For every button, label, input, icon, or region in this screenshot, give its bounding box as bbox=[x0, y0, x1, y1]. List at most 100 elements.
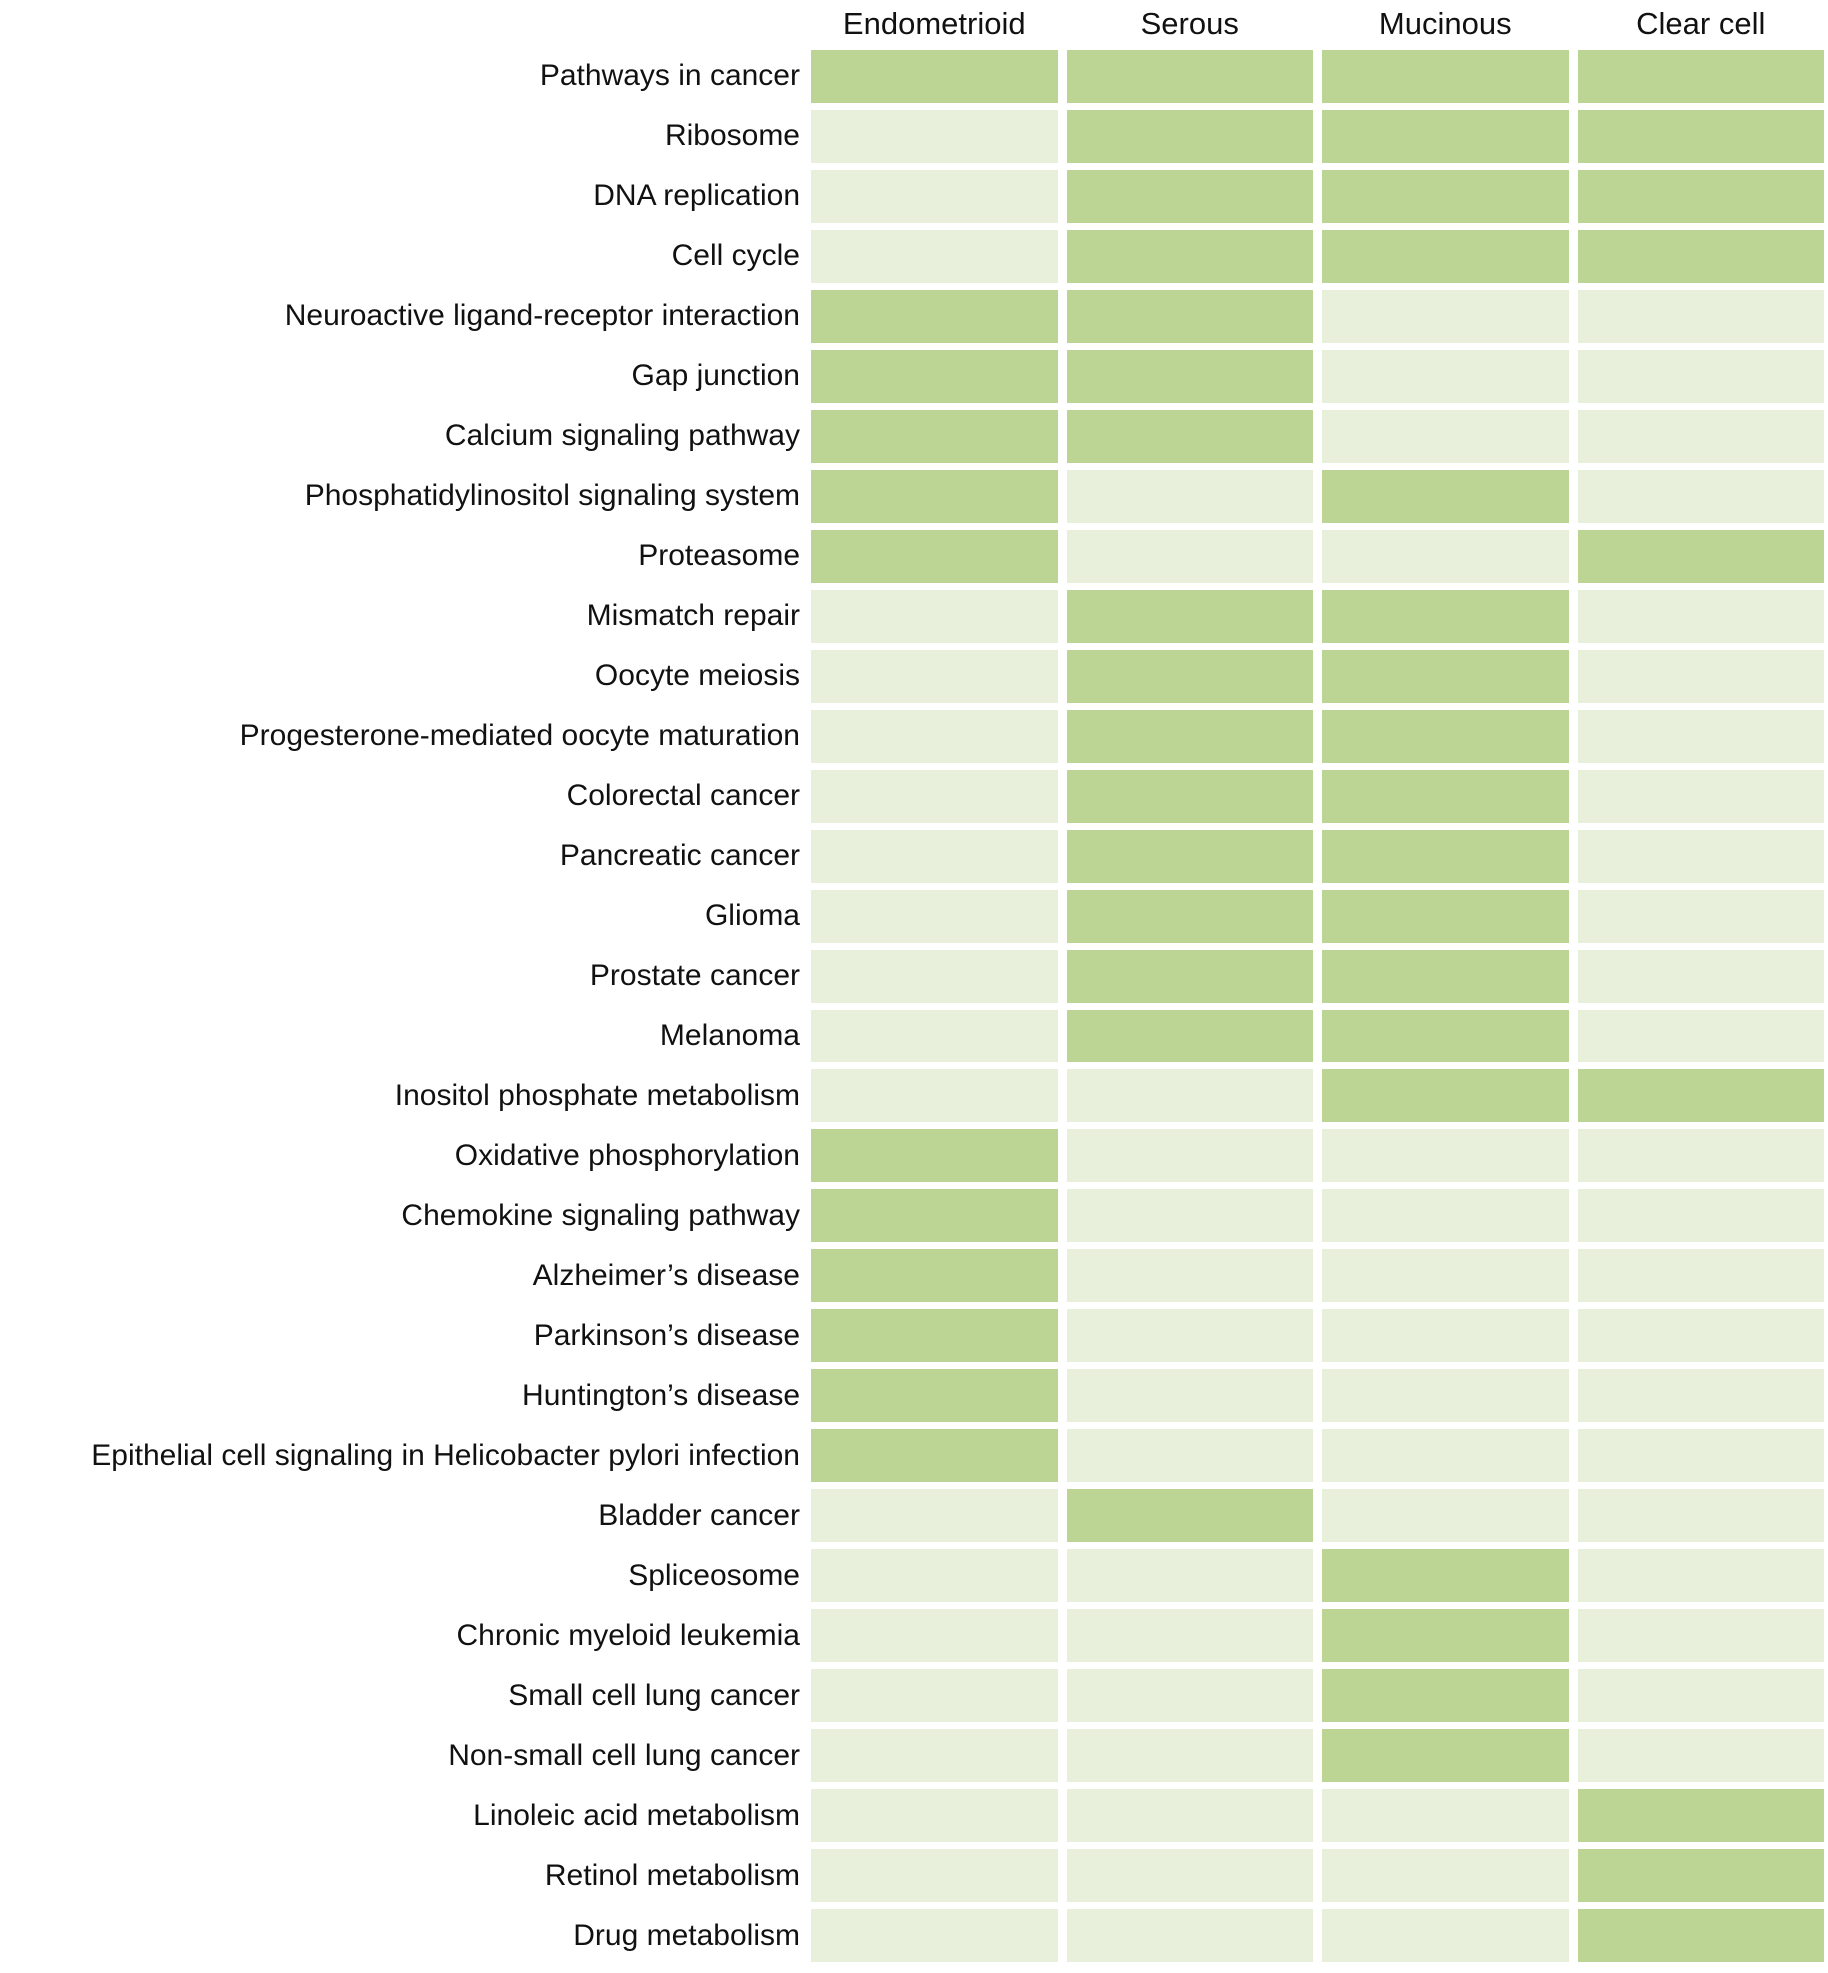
heatmap-cell bbox=[1322, 169, 1569, 223]
row-label: Chronic myeloid leukemia bbox=[456, 1618, 800, 1652]
row-labels: Pathways in cancer Ribosome DNA replicatio… bbox=[0, 50, 800, 1962]
heatmap-cell bbox=[1066, 589, 1313, 643]
heatmap-cell bbox=[1066, 1549, 1313, 1603]
column-header: Serous bbox=[1140, 5, 1239, 41]
heatmap-cell bbox=[1066, 1909, 1313, 1962]
row-label: Glioma bbox=[704, 899, 800, 933]
row-label: Non-small cell lung cancer bbox=[448, 1738, 800, 1772]
heatmap-cell bbox=[1066, 1009, 1313, 1063]
heatmap-cell bbox=[1577, 1129, 1824, 1183]
heatmap-cell bbox=[1066, 349, 1313, 403]
heatmap-cell bbox=[1322, 709, 1569, 763]
heatmap-cell bbox=[1066, 1189, 1313, 1243]
heatmap-cell bbox=[1066, 1129, 1313, 1183]
heatmap-cell bbox=[1577, 589, 1824, 643]
heatmap-cell bbox=[1066, 109, 1313, 163]
heatmap-cell bbox=[1066, 1849, 1313, 1903]
heatmap-cell bbox=[1577, 1369, 1824, 1423]
heatmap-cell bbox=[1066, 889, 1313, 943]
heatmap-cell bbox=[1066, 1729, 1313, 1783]
heatmap-cell bbox=[811, 1789, 1058, 1843]
heatmap-cell bbox=[1322, 1789, 1569, 1843]
heatmap-cell bbox=[1066, 409, 1313, 463]
row-label: Ribosome bbox=[664, 119, 800, 153]
heatmap-cell bbox=[811, 1609, 1058, 1663]
row-label: Pancreatic cancer bbox=[559, 839, 800, 873]
heatmap-cell bbox=[1322, 109, 1569, 163]
heatmap-cell bbox=[811, 1189, 1058, 1243]
column-header: Clear cell bbox=[1636, 5, 1766, 41]
heatmap-cell bbox=[811, 1009, 1058, 1063]
row-label: Melanoma bbox=[659, 1018, 800, 1052]
heatmap-cell bbox=[1066, 649, 1313, 703]
row-label: Oocyte meiosis bbox=[594, 659, 800, 693]
heatmap-cell bbox=[1322, 529, 1569, 583]
heatmap-cell bbox=[1066, 229, 1313, 283]
heatmap-cell bbox=[1066, 1669, 1313, 1723]
heatmap-cell bbox=[811, 529, 1058, 583]
heatmap-cell bbox=[1322, 50, 1569, 103]
heatmap-cell bbox=[811, 469, 1058, 523]
heatmap-cell bbox=[811, 1249, 1058, 1303]
heatmap-cell bbox=[811, 1669, 1058, 1723]
row-label: Parkinson’s disease bbox=[533, 1318, 800, 1352]
heatmap-cell bbox=[1322, 829, 1569, 883]
heatmap-cell bbox=[1577, 349, 1824, 403]
heatmap-cell bbox=[811, 829, 1058, 883]
heatmap-cell bbox=[1066, 1249, 1313, 1303]
heatmap-cell bbox=[1322, 1069, 1569, 1123]
heatmap-cell bbox=[1322, 1729, 1569, 1783]
row-label: Colorectal cancer bbox=[566, 779, 800, 813]
heatmap-cell bbox=[1066, 1429, 1313, 1483]
heatmap-cell bbox=[1577, 1849, 1824, 1903]
heatmap-cell bbox=[811, 289, 1058, 343]
row-label: Neuroactive ligand-receptor interaction bbox=[284, 299, 800, 333]
row-label: Pathways in cancer bbox=[539, 59, 800, 93]
heatmap-cell bbox=[811, 1849, 1058, 1903]
heatmap-cell bbox=[1066, 1309, 1313, 1363]
column-header: Mucinous bbox=[1378, 5, 1512, 41]
heatmap-grid bbox=[811, 50, 1824, 1962]
heatmap-cell bbox=[1577, 1609, 1824, 1663]
heatmap-cell bbox=[811, 769, 1058, 823]
heatmap-cell bbox=[1577, 1489, 1824, 1543]
heatmap-cell bbox=[1577, 709, 1824, 763]
heatmap-cell bbox=[1066, 1369, 1313, 1423]
heatmap-cell bbox=[1577, 889, 1824, 943]
heatmap-cell bbox=[1577, 829, 1824, 883]
heatmap-cell bbox=[1066, 289, 1313, 343]
row-label: Epithelial cell signaling in Helicobacte… bbox=[91, 1438, 800, 1472]
heatmap-cell bbox=[1322, 229, 1569, 283]
heatmap-cell bbox=[1577, 1429, 1824, 1483]
heatmap-cell bbox=[1066, 169, 1313, 223]
row-label: Phosphatidylinositol signaling system bbox=[304, 479, 800, 513]
row-label: Alzheimer’s disease bbox=[532, 1258, 800, 1292]
heatmap-cell bbox=[811, 1069, 1058, 1123]
row-label: Gap junction bbox=[631, 359, 800, 393]
heatmap-cell bbox=[1322, 1669, 1569, 1723]
heatmap-cell bbox=[1322, 589, 1569, 643]
column-headers: Endometrioid Serous Mucinous Clear cell bbox=[811, 0, 1824, 46]
heatmap-cell bbox=[1322, 1909, 1569, 1962]
heatmap-cell bbox=[811, 109, 1058, 163]
heatmap-cell bbox=[811, 229, 1058, 283]
heatmap-cell bbox=[1577, 1729, 1824, 1783]
row-label: Proteasome bbox=[638, 539, 800, 573]
heatmap-cell bbox=[1322, 1369, 1569, 1423]
heatmap-cell bbox=[1322, 1249, 1569, 1303]
heatmap-cell bbox=[1322, 1849, 1569, 1903]
heatmap-cell bbox=[1577, 469, 1824, 523]
row-label: Drug metabolism bbox=[573, 1918, 800, 1952]
row-label: Huntington’s disease bbox=[522, 1378, 800, 1412]
heatmap-cell bbox=[1322, 1189, 1569, 1243]
heatmap-cell bbox=[1322, 1429, 1569, 1483]
heatmap-cell bbox=[811, 169, 1058, 223]
row-label: Prostate cancer bbox=[589, 959, 800, 993]
heatmap-cell bbox=[1577, 1189, 1824, 1243]
heatmap-cell bbox=[1322, 1309, 1569, 1363]
heatmap-cell bbox=[1066, 1789, 1313, 1843]
heatmap-cell bbox=[1322, 1009, 1569, 1063]
heatmap-cell bbox=[1577, 1309, 1824, 1363]
row-label: Chemokine signaling pathway bbox=[401, 1198, 800, 1232]
